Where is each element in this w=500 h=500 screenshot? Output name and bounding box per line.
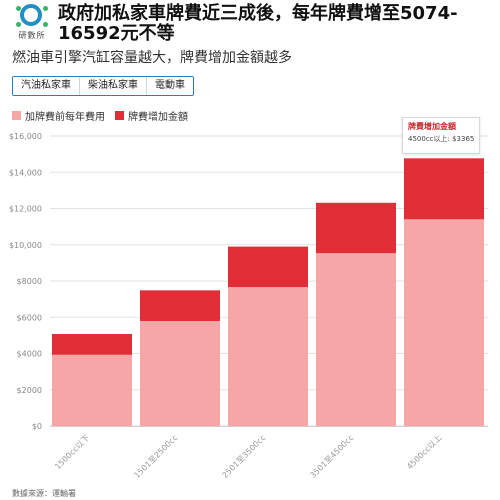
bar-segment-base[interactable] (404, 219, 484, 426)
y-tick-label: $6000 (17, 313, 42, 322)
tooltip-value: 4500cc以上: $3365 (408, 135, 475, 143)
x-tick-label: 2501至3500cc (220, 433, 267, 480)
tab-electric-car[interactable]: 電動車 (146, 77, 193, 95)
legend-swatch-base (12, 111, 21, 120)
logo-ring-icon (20, 4, 42, 26)
page-subtitle: 燃油車引擎汽缸容量越大，牌費增加金額越多 (12, 50, 292, 66)
logo-text: 研數所 (18, 31, 46, 40)
y-tick-label: $2000 (17, 386, 42, 395)
tab-diesel-private-car[interactable]: 柴油私家車 (79, 77, 146, 95)
legend-swatch-increase (115, 111, 124, 120)
bar-segment-increase[interactable] (316, 202, 396, 254)
legend-item-base[interactable]: 加牌費前每年費用 (12, 108, 105, 123)
tooltip-title: 牌費增加金額 (408, 122, 456, 131)
x-tick-label: 1501至2500cc (132, 433, 179, 480)
bar-segment-base[interactable] (228, 287, 308, 426)
bar-segment-increase[interactable] (52, 334, 132, 355)
y-tick-label: $14,000 (9, 168, 42, 177)
legend-label-base: 加牌費前每年費用 (25, 112, 105, 123)
logo-dot-icon (43, 22, 48, 27)
x-tick-label: 3501至4500cc (308, 433, 355, 480)
y-tick-label: $16,000 (9, 132, 42, 141)
vehicle-tabs: 汽油私家車 柴油私家車 電動車 (12, 76, 194, 96)
logo-dot-icon (16, 6, 21, 11)
bar-layer (52, 158, 484, 426)
x-tick-label: 1500cc以下 (53, 433, 91, 471)
y-tick-label: $0 (32, 422, 42, 431)
page-title: 政府加私家車牌費近三成後，每年牌費增至5074-16592元不等 (58, 3, 458, 44)
tooltip-callout: 牌費增加金額 4500cc以上: $3365 (402, 117, 480, 154)
bar-segment-base[interactable] (140, 320, 220, 426)
y-tick-label: $8000 (17, 277, 42, 286)
tab-petrol-private-car[interactable]: 汽油私家車 (13, 77, 79, 95)
chart-legend: 加牌費前每年費用 牌費增加金額 (12, 108, 188, 123)
legend-item-increase[interactable]: 牌費增加金額 (115, 108, 188, 123)
bar-segment-base[interactable] (316, 253, 396, 426)
logo-dot-icon (43, 6, 48, 11)
y-tick-label: $10,000 (9, 241, 42, 250)
bar-segment-base[interactable] (52, 354, 132, 426)
bar-segment-increase[interactable] (140, 290, 220, 321)
y-tick-label: $12,000 (9, 205, 42, 214)
bar-segment-increase[interactable] (228, 246, 308, 288)
legend-label-increase: 牌費增加金額 (128, 112, 188, 123)
stacked-bar-chart: $0 $2000 $4000 $6000 $8000 $10,000 $12,000 $14,… (9, 132, 488, 480)
x-tick-label: 4500cc以上 (405, 433, 443, 471)
y-tick-label: $4000 (17, 350, 42, 359)
logo-dot-icon (16, 22, 21, 27)
data-source: 數據來源：運輸署 (12, 489, 76, 498)
bar-segment-increase[interactable] (404, 158, 484, 220)
logo: 研數所 (12, 4, 52, 44)
